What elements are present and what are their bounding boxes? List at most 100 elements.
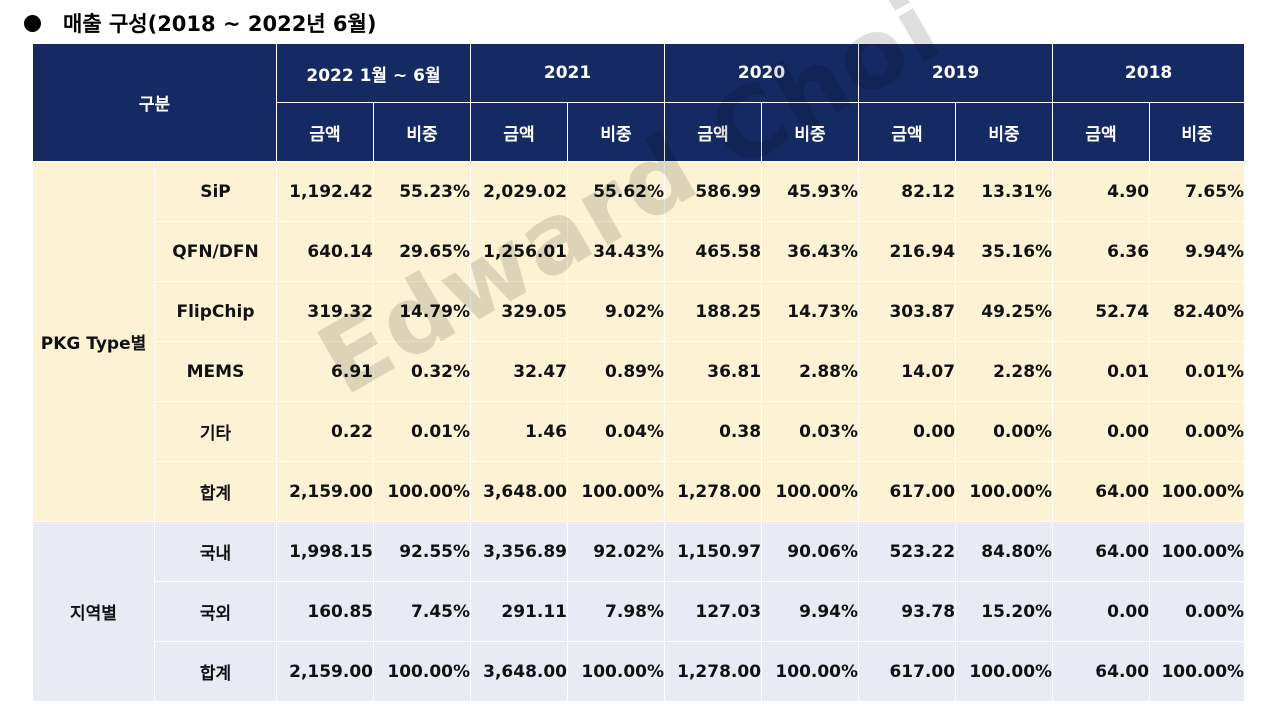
share-cell: 0.01%	[372, 401, 472, 462]
share-cell: 14.79%	[372, 281, 472, 342]
page-title: 매출 구성(2018 ~ 2022년 6월)	[24, 8, 376, 38]
amount-cell: 64.00	[1052, 641, 1151, 702]
amount-cell: 64.00	[1052, 521, 1151, 582]
header-share: 비중	[567, 102, 666, 162]
amount-cell: 6.36	[1052, 221, 1151, 282]
share-cell: 35.16%	[955, 221, 1054, 282]
amount-cell: 160.85	[276, 581, 374, 642]
amount-cell: 52.74	[1052, 281, 1151, 342]
share-cell: 29.65%	[372, 221, 472, 282]
amount-cell: 2,159.00	[276, 461, 374, 522]
share-cell: 2.28%	[955, 341, 1054, 402]
group-label: 지역별	[32, 521, 155, 702]
share-cell: 45.93%	[761, 161, 860, 222]
page-title-text: 매출 구성(2018 ~ 2022년 6월)	[63, 12, 377, 36]
amount-cell: 127.03	[664, 581, 763, 642]
amount-cell: 0.38	[664, 401, 763, 462]
table-row: QFN/DFN 640.14 29.65% 1,256.01 34.43% 465.58 3…	[33, 221, 1246, 282]
bullet-icon	[24, 14, 41, 32]
share-cell: 9.94%	[761, 581, 860, 642]
share-cell: 92.02%	[567, 521, 666, 582]
share-cell: 100.00%	[567, 461, 666, 522]
amount-cell: 6.91	[276, 341, 374, 402]
amount-cell: 329.05	[470, 281, 569, 342]
amount-cell: 0.01	[1052, 341, 1151, 402]
row-label: 합계	[154, 461, 277, 522]
header-amount: 금액	[470, 102, 569, 162]
share-cell: 9.94%	[1149, 221, 1246, 282]
header-share: 비중	[372, 102, 472, 162]
header-period: 2019	[858, 43, 1054, 103]
share-cell: 100.00%	[1149, 521, 1246, 582]
amount-cell: 4.90	[1052, 161, 1151, 222]
amount-cell: 93.78	[858, 581, 957, 642]
amount-cell: 64.00	[1052, 461, 1151, 522]
share-cell: 84.80%	[955, 521, 1054, 582]
amount-cell: 188.25	[664, 281, 763, 342]
header-amount: 금액	[858, 102, 957, 162]
table-row: 합계 2,159.00 100.00% 3,648.00 100.00% 1,278.00…	[33, 461, 1246, 522]
amount-cell: 216.94	[858, 221, 957, 282]
share-cell: 100.00%	[955, 461, 1054, 522]
table-row: 국외 160.85 7.45% 291.11 7.98% 127.03 9.94% 93.78…	[33, 581, 1246, 642]
table-body: PKG Type별 SiP 1,192.42 55.23% 2,029.02 55.62%…	[32, 161, 1246, 702]
amount-cell: 319.32	[276, 281, 374, 342]
share-cell: 0.00%	[1149, 401, 1246, 462]
share-cell: 7.45%	[372, 581, 472, 642]
share-cell: 90.06%	[761, 521, 860, 582]
amount-cell: 303.87	[858, 281, 957, 342]
amount-cell: 2,029.02	[470, 161, 569, 222]
amount-cell: 1,998.15	[276, 521, 374, 582]
share-cell: 0.00%	[955, 401, 1054, 462]
header-share: 비중	[955, 102, 1054, 162]
table-row: 기타 0.22 0.01% 1.46 0.04% 0.38 0.03% 0.00 0.00% 0.…	[33, 401, 1246, 462]
share-cell: 34.43%	[567, 221, 666, 282]
amount-cell: 1,192.42	[276, 161, 374, 222]
share-cell: 2.88%	[761, 341, 860, 402]
amount-cell: 617.00	[858, 461, 957, 522]
row-label: 기타	[154, 401, 277, 462]
group-label: PKG Type별	[32, 161, 155, 522]
row-label: 합계	[154, 641, 277, 702]
amount-cell: 2,159.00	[276, 641, 374, 702]
share-cell: 100.00%	[372, 641, 472, 702]
header-amount: 금액	[1052, 102, 1151, 162]
header-amount: 금액	[276, 102, 374, 162]
amount-cell: 617.00	[858, 641, 957, 702]
share-cell: 9.02%	[567, 281, 666, 342]
share-cell: 0.00%	[1149, 581, 1246, 642]
share-cell: 0.03%	[761, 401, 860, 462]
table-row: PKG Type별 SiP 1,192.42 55.23% 2,029.02 55.62%…	[32, 161, 1246, 522]
header-share: 비중	[1149, 102, 1246, 162]
row-label: 국내	[154, 521, 277, 582]
share-cell: 100.00%	[372, 461, 472, 522]
amount-cell: 291.11	[470, 581, 569, 642]
table-row: 지역별 국내 1,998.15 92.55% 3,356.89 92.02% 1,150.9…	[32, 521, 1246, 702]
share-cell: 15.20%	[955, 581, 1054, 642]
amount-cell: 0.22	[276, 401, 374, 462]
share-cell: 0.89%	[567, 341, 666, 402]
table-row: 합계 2,159.00 100.00% 3,648.00 100.00% 1,278.00…	[33, 641, 1246, 702]
share-cell: 7.98%	[567, 581, 666, 642]
share-cell: 14.73%	[761, 281, 860, 342]
header-period: 2022 1월 ~ 6월	[275, 43, 472, 103]
share-cell: 100.00%	[761, 461, 860, 522]
amount-cell: 36.81	[664, 341, 763, 402]
amount-cell: 32.47	[470, 341, 569, 402]
table-row: FlipChip 319.32 14.79% 329.05 9.02% 188.25 14.…	[33, 281, 1246, 342]
header-period: 2021	[470, 43, 666, 103]
amount-cell: 1,278.00	[664, 641, 763, 702]
amount-cell: 82.12	[858, 161, 957, 222]
header-period: 2018	[1052, 43, 1246, 103]
share-cell: 36.43%	[761, 221, 860, 282]
amount-cell: 640.14	[276, 221, 374, 282]
share-cell: 100.00%	[1149, 461, 1246, 522]
share-cell: 0.01%	[1149, 341, 1246, 402]
amount-cell: 0.00	[1052, 401, 1151, 462]
share-cell: 7.65%	[1149, 161, 1246, 222]
header-amount: 금액	[664, 102, 763, 162]
row-label: SiP	[154, 161, 277, 222]
sales-composition-table: 구분 2022 1월 ~ 6월 2021 2020 2019 2018 금액 비…	[32, 43, 1246, 702]
header-category: 구분	[32, 43, 277, 162]
amount-cell: 3,648.00	[470, 641, 569, 702]
